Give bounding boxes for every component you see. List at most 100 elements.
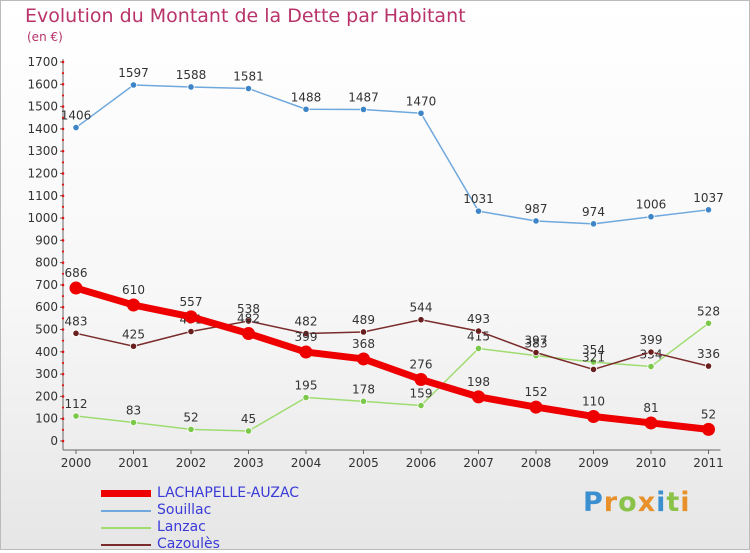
data-point [647, 362, 655, 371]
data-point [589, 220, 598, 228]
data-point [302, 105, 310, 113]
chart-title: Evolution du Montant de la Dette par Hab… [25, 5, 466, 27]
data-point [414, 372, 428, 386]
legend-label: LACHAPELLE-AUZAC [157, 485, 300, 501]
data-point [299, 345, 313, 359]
data-point [244, 317, 253, 325]
data-label: 987 [525, 202, 548, 216]
y-tick-label: 0 [50, 434, 58, 448]
series-line [75, 322, 710, 432]
data-label: 110 [582, 394, 605, 408]
y-tick-dot [61, 172, 65, 175]
data-point [704, 206, 713, 214]
data-label: 483 [65, 314, 88, 328]
data-point [72, 123, 80, 132]
legend-swatch [101, 490, 151, 497]
y-tick-dot [61, 216, 65, 220]
data-point [472, 390, 485, 404]
data-label: 336 [697, 347, 720, 361]
data-label: 83 [126, 403, 141, 417]
y-minor-dot [61, 94, 65, 97]
data-label: 1037 [693, 191, 724, 205]
y-tick-dot [61, 439, 65, 443]
data-point [532, 348, 540, 357]
y-tick-label: 1300 [27, 144, 58, 158]
data-point [187, 425, 195, 434]
data-point [184, 310, 198, 324]
data-label: 493 [467, 312, 490, 326]
y-minor-dot [61, 205, 65, 209]
legend-label: Souillac [157, 502, 212, 518]
data-point [187, 327, 195, 336]
data-point [302, 329, 310, 338]
y-tick-dot [61, 60, 65, 64]
data-label: 354 [582, 343, 605, 357]
data-label: 368 [352, 337, 375, 351]
data-point [129, 342, 138, 350]
legend-swatch [101, 510, 151, 512]
data-point [647, 213, 655, 221]
y-tick-dot [61, 105, 65, 108]
data-label: 159 [410, 387, 433, 401]
data-label: 383 [525, 337, 548, 351]
data-label: 1470 [406, 94, 437, 108]
y-tick-label: 1200 [27, 166, 58, 180]
data-label: 1487 [348, 90, 379, 104]
data-point [357, 352, 370, 366]
legend-swatch [101, 544, 151, 546]
data-point [359, 328, 368, 336]
series-cazoul-s: 483425491538482489544493397321399336 [65, 301, 720, 374]
y-minor-dot [61, 183, 65, 186]
proxiti-logo: Proxiti [583, 487, 691, 518]
data-label: 686 [65, 266, 88, 280]
data-label: 198 [467, 375, 490, 389]
y-tick-label: 400 [35, 345, 58, 359]
y-minor-dot [61, 339, 65, 342]
x-tick-label: 2005 [348, 456, 379, 470]
data-label: 425 [122, 327, 145, 341]
data-point [359, 105, 368, 114]
data-point [302, 393, 310, 402]
data-label: 399 [640, 333, 663, 347]
data-point [474, 344, 483, 353]
data-point [244, 84, 253, 93]
y-minor-dot [61, 250, 65, 253]
data-label: 397 [525, 333, 548, 347]
data-label: 45 [241, 412, 256, 426]
x-tick-label: 2007 [463, 456, 494, 470]
data-label: 52 [183, 410, 198, 424]
data-point [417, 316, 425, 324]
y-tick-label: 1400 [27, 122, 58, 136]
y-tick-dot [61, 372, 65, 376]
data-label: 544 [410, 301, 433, 315]
x-tick-label: 2001 [118, 456, 149, 470]
y-tick-dot [61, 149, 65, 153]
y-minor-dot [61, 116, 65, 119]
y-tick-label: 1000 [27, 211, 58, 225]
data-label: 81 [643, 401, 658, 415]
y-tick-label: 1700 [27, 55, 58, 69]
data-label: 489 [352, 313, 375, 327]
y-tick-label: 600 [35, 300, 58, 314]
data-point [244, 427, 253, 435]
y-tick-dot [61, 395, 65, 398]
y-tick-label: 700 [35, 278, 58, 292]
legend-label: Lanzac [157, 519, 206, 535]
data-point [417, 401, 425, 410]
x-tick-label: 2006 [406, 456, 437, 470]
data-label: 482 [237, 312, 260, 326]
y-tick-dot [61, 305, 65, 309]
y-tick-dot [61, 350, 65, 354]
data-label: 974 [582, 205, 605, 219]
data-label: 1006 [636, 198, 667, 212]
y-tick-label: 1100 [27, 189, 58, 203]
y-minor-dot [61, 272, 65, 275]
data-point [129, 418, 138, 427]
data-label: 528 [697, 304, 720, 318]
data-point [72, 412, 80, 420]
data-label: 1406 [61, 109, 92, 123]
data-point [187, 83, 195, 91]
data-point [359, 397, 368, 405]
